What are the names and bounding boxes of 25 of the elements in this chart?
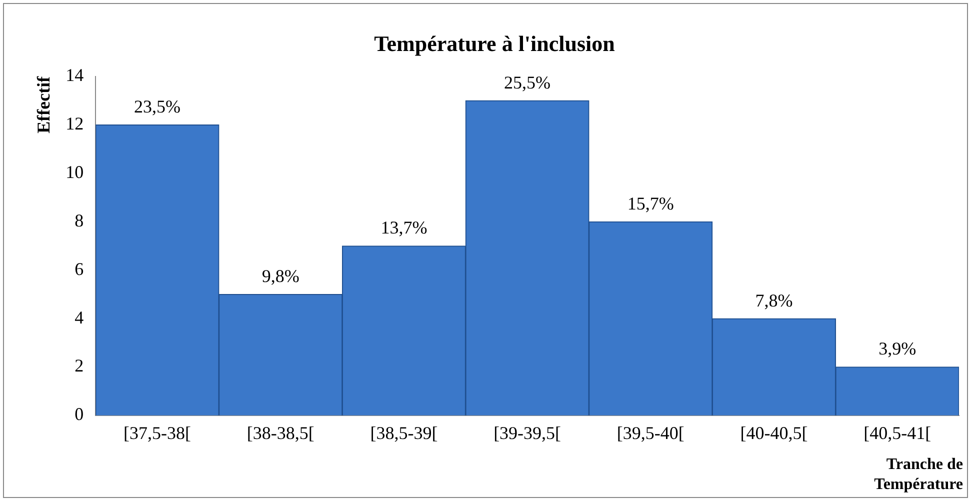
annotation: 9,8% — [262, 266, 300, 286]
x-tick-label: [40,5-41[ — [864, 422, 932, 443]
x-tick-label: [39,5-40[ — [616, 422, 684, 443]
y-tick-label: 0 — [74, 404, 84, 424]
y-axis-title: Effectif — [33, 75, 54, 134]
x-tick-label: [39-39,5[ — [494, 422, 562, 443]
x-tick-label: [38,5-39[ — [370, 422, 438, 443]
x-axis-title: Tranche de Température — [873, 455, 963, 495]
y-tick-label: 6 — [74, 258, 84, 279]
y-tick-label: 12 — [66, 114, 84, 134]
x-tick-label: [38-38,5[ — [246, 422, 314, 443]
annotation: 25,5% — [504, 72, 551, 92]
annotation: 23,5% — [134, 96, 181, 117]
annotation: 13,7% — [380, 218, 428, 238]
y-tick-label: 14 — [66, 65, 84, 86]
annotation: 15,7% — [627, 193, 674, 214]
x-tick-label: [40-40,5[ — [740, 422, 808, 443]
y-tick-label: 10 — [66, 162, 84, 182]
y-tick-label: 8 — [74, 210, 84, 230]
annotation: 3,9% — [878, 338, 916, 359]
chart-title: Température à l'inclusion — [374, 30, 615, 56]
annotation: 7,8% — [755, 290, 793, 310]
y-tick-label: 4 — [74, 307, 84, 328]
y-tick-label: 2 — [74, 356, 84, 376]
x-tick-label: [37,5-38[ — [124, 422, 192, 443]
